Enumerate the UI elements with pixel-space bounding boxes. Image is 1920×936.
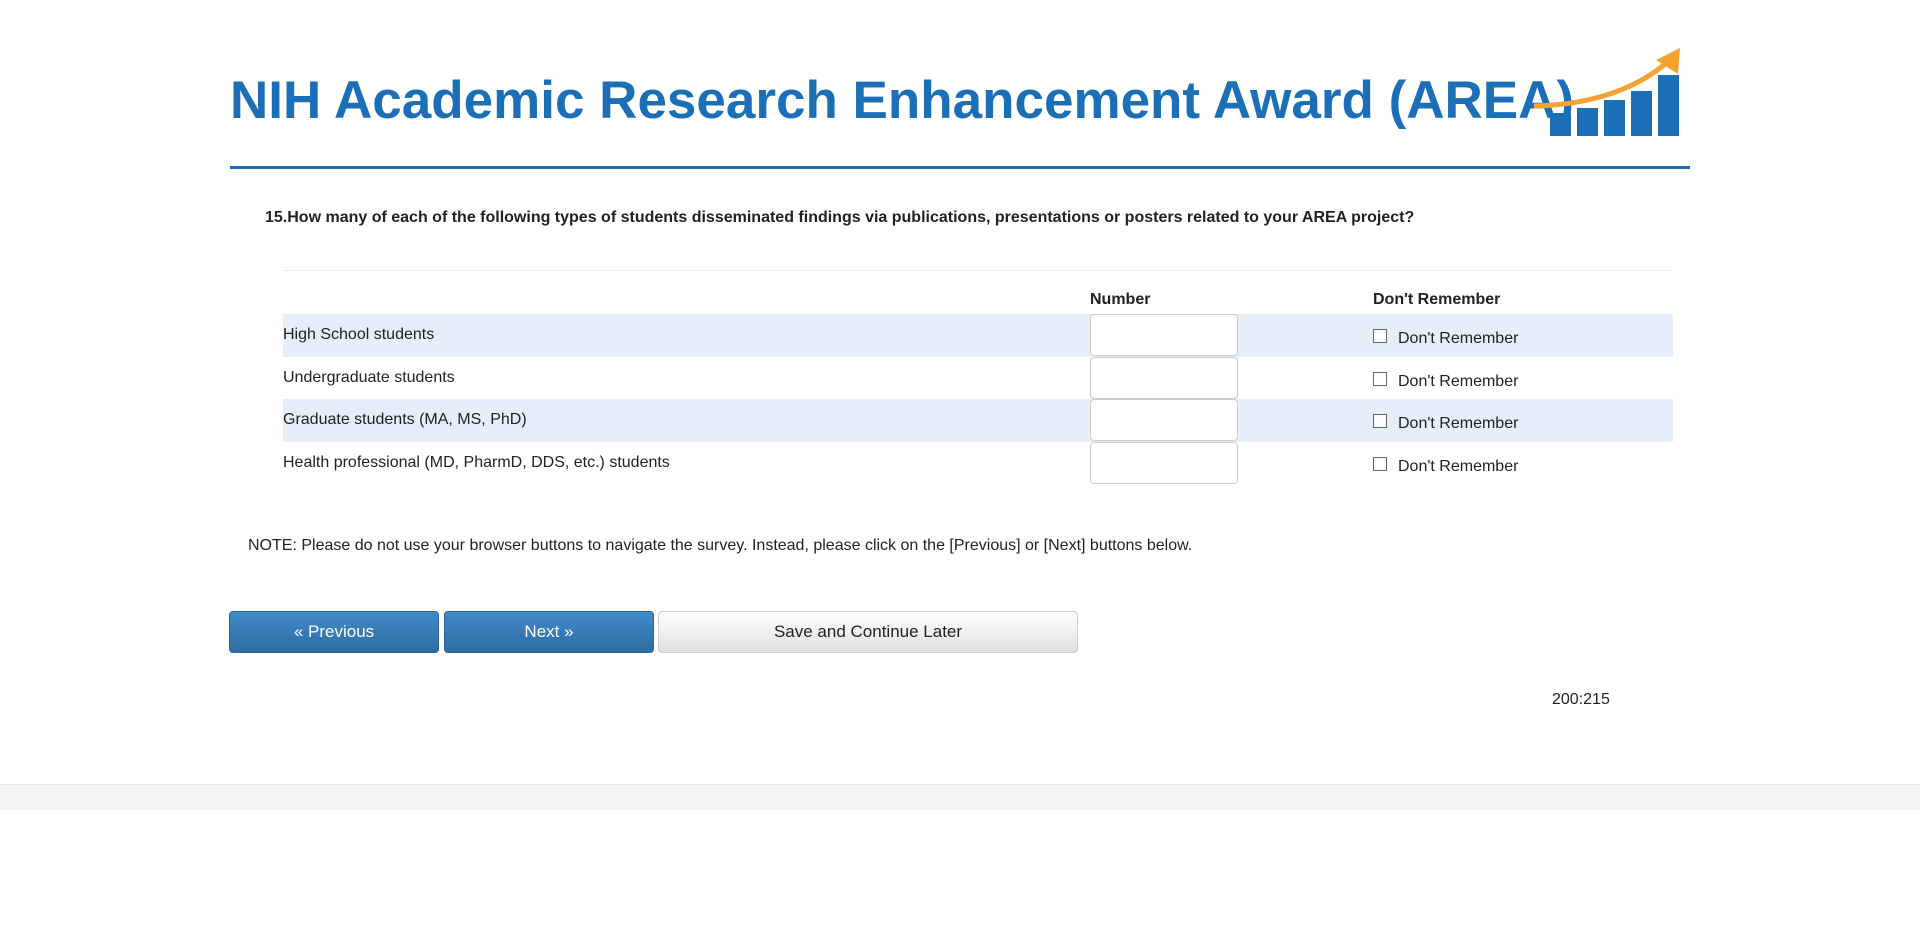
question-text: 15.How many of each of the following typ…: [265, 209, 1415, 226]
next-button[interactable]: Next »: [444, 611, 654, 653]
number-input-health-professional[interactable]: [1090, 441, 1238, 484]
column-header-dont-remember: Don't Remember: [1373, 291, 1501, 308]
number-input-undergraduate[interactable]: [1090, 356, 1238, 399]
bar-chart-growth-logo: [1533, 48, 1680, 136]
dont-remember-checkbox[interactable]: [1373, 329, 1387, 343]
dont-remember-checkbox[interactable]: [1373, 456, 1387, 471]
row-label: Undergraduate students: [283, 368, 455, 386]
navigation-note: NOTE: Please do not use your browser but…: [248, 537, 1193, 554]
dont-remember-label[interactable]: Don't Remember: [1398, 330, 1519, 347]
column-header-number: Number: [1090, 291, 1151, 308]
page-title: NIH Academic Research Enhancement Award …: [230, 71, 1575, 130]
save-continue-later-button[interactable]: Save and Continue Later: [658, 611, 1078, 653]
dont-remember-label[interactable]: Don't Remember: [1398, 415, 1519, 432]
dont-remember-label[interactable]: Don't Remember: [1398, 457, 1519, 475]
number-input-high-school[interactable]: [1090, 314, 1238, 356]
table-row: Undergraduate students Don't Remember: [283, 356, 1673, 400]
divider: [283, 270, 1670, 271]
dont-remember-checkbox[interactable]: [1373, 371, 1387, 386]
number-input-graduate[interactable]: [1090, 399, 1238, 441]
dont-remember-label[interactable]: Don't Remember: [1398, 372, 1519, 390]
page-id: 200:215: [1552, 691, 1610, 708]
row-label: High School students: [283, 326, 435, 343]
footer-bar: [0, 784, 1920, 810]
row-label: Health professional (MD, PharmD, DDS, et…: [283, 453, 670, 471]
header-divider: [230, 166, 1690, 169]
dont-remember-checkbox[interactable]: [1373, 414, 1387, 428]
previous-button[interactable]: « Previous: [229, 611, 439, 653]
table-row: Health professional (MD, PharmD, DDS, et…: [283, 441, 1673, 485]
table-row: High School students Don't Remember: [283, 314, 1673, 357]
table-row: Graduate students (MA, MS, PhD) Don't Re…: [283, 399, 1673, 442]
row-label: Graduate students (MA, MS, PhD): [283, 411, 527, 428]
